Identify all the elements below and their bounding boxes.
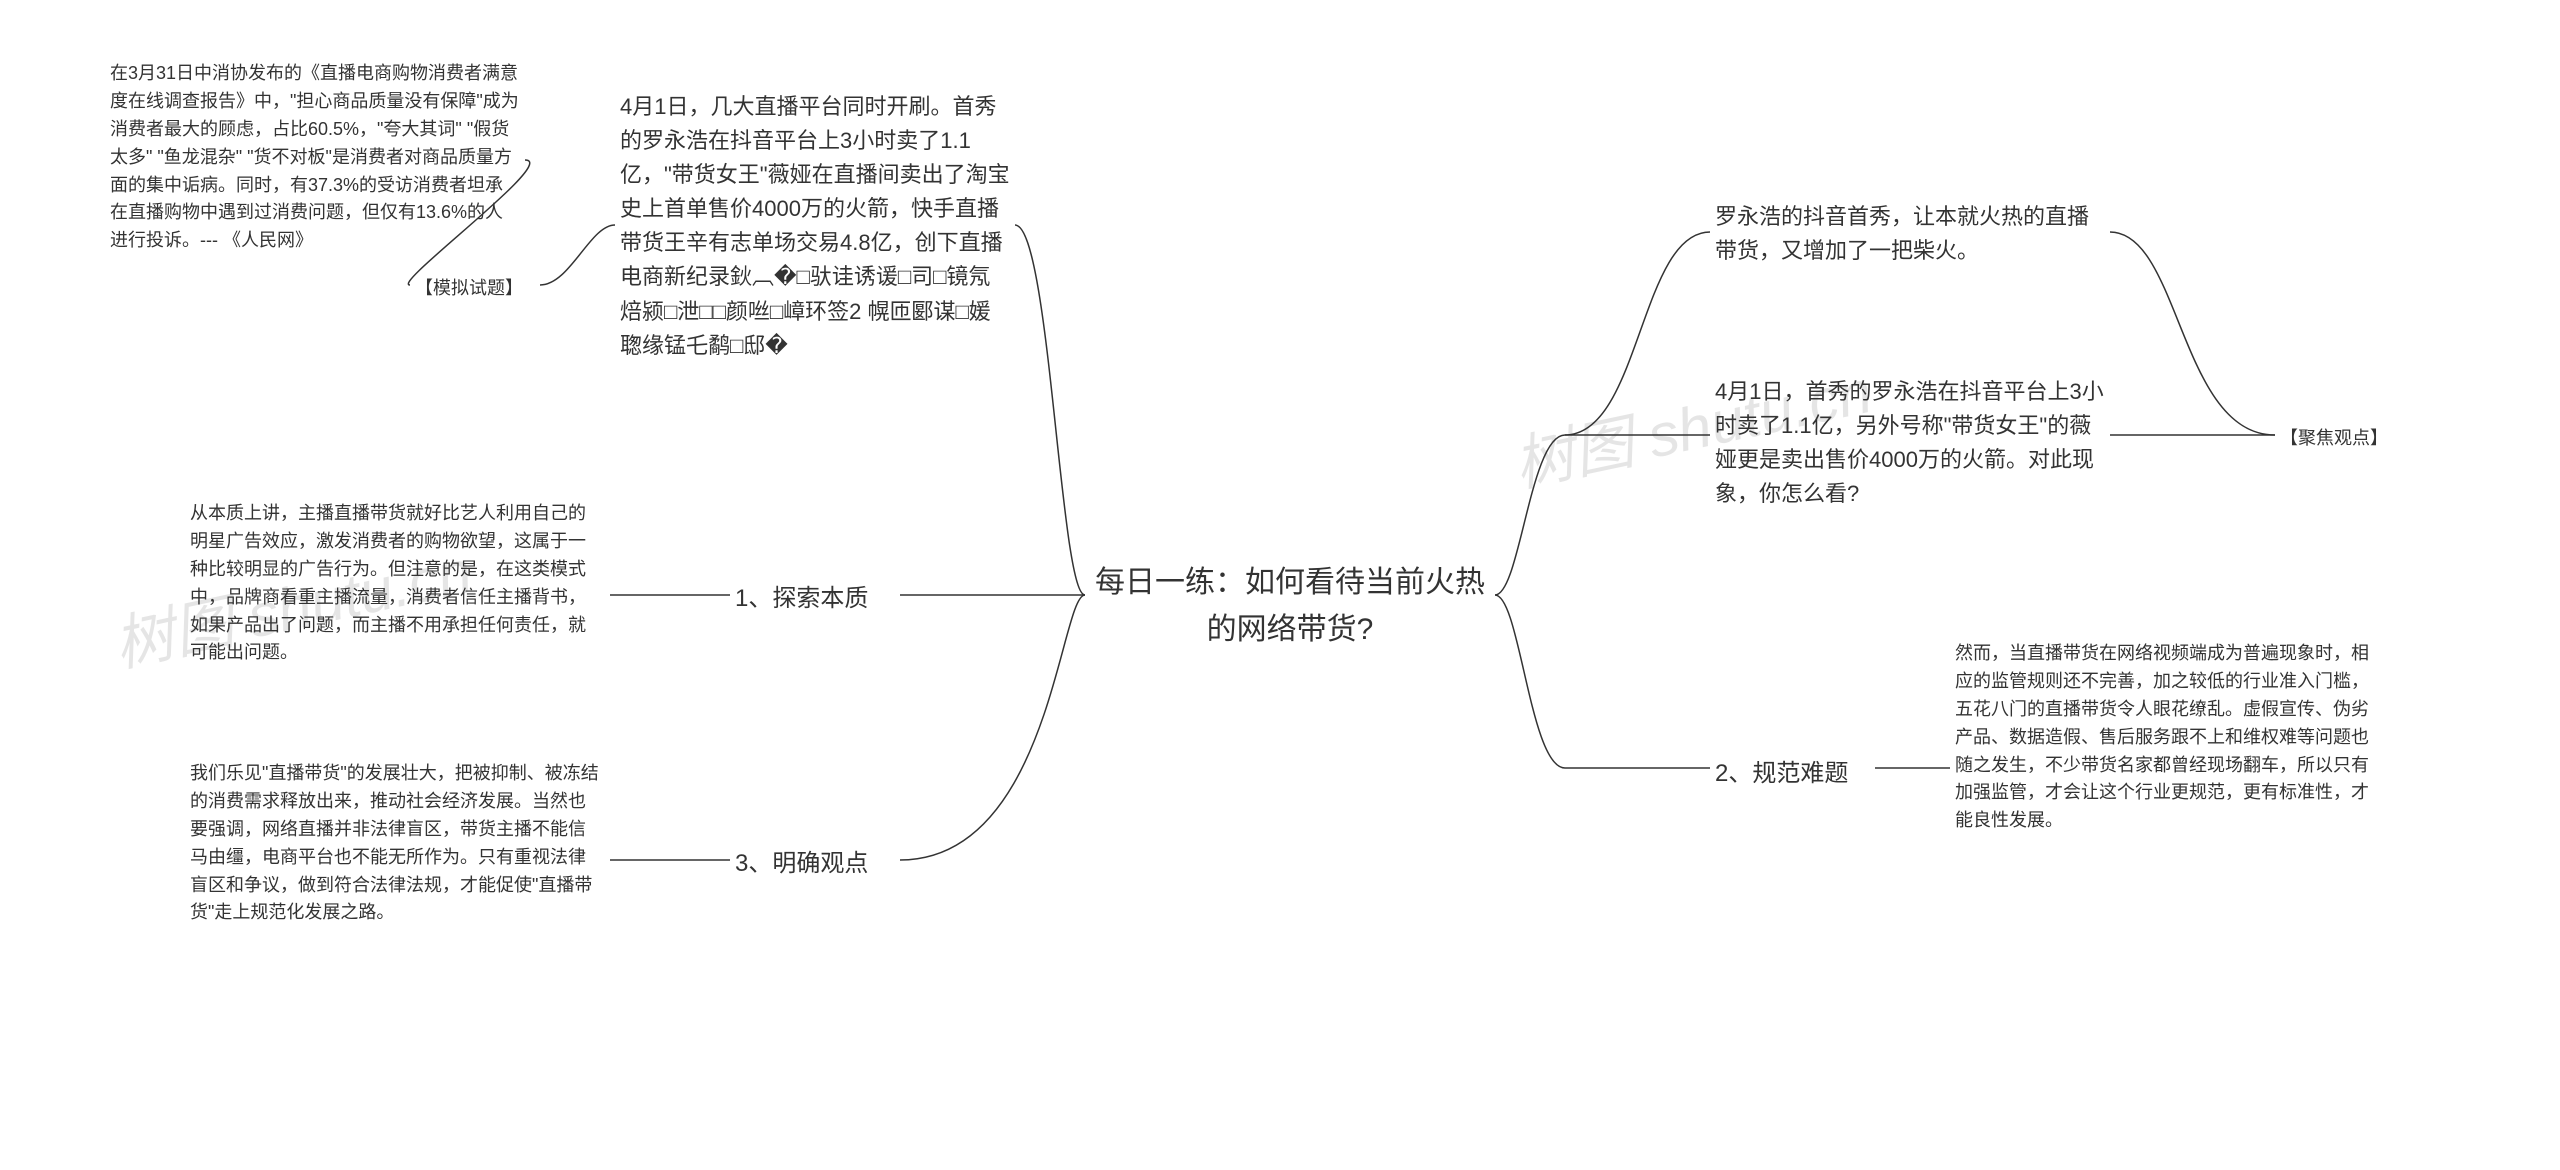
leaf-essence-detail: 从本质上讲，主播直播带货就好比艺人利用自己的明星广告效应，激发消费者的购物欲望，… — [190, 500, 600, 667]
mindmap-canvas: 树图 shutu.cn 树图 shutu.cn 每日一练：如何看待当前火热的网络… — [0, 0, 2560, 1170]
leaf-viewpoint-detail: 我们乐见"直播带货"的发展壮大，把被抑制、被冻结的消费需求释放出来，推动社会经济… — [190, 760, 600, 927]
leaf-mock-detail-2: 4月1日，几大直播平台同时开刷。首秀的罗永浩在抖音平台上3小时卖了1.1亿，"带… — [620, 90, 1010, 363]
leaf-focus-detail-1: 罗永浩的抖音首秀，让本就火热的直播带货，又增加了一把柴火。 — [1715, 200, 2105, 268]
branch-focus-label: 【聚焦观点】 — [2280, 425, 2388, 453]
central-topic: 每日一练：如何看待当前火热的网络带货? — [1090, 560, 1490, 653]
branch-essence-label: 1、探索本质 — [735, 580, 868, 617]
branch-regulation-label: 2、规范难题 — [1715, 755, 1848, 792]
branch-viewpoint-label: 3、明确观点 — [735, 845, 868, 882]
leaf-mock-detail-1: 在3月31日中消协发布的《直播电商购物消费者满意度在线调查报告》中，"担心商品质… — [110, 60, 520, 255]
central-topic-text: 每日一练：如何看待当前火热的网络带货? — [1095, 566, 1485, 646]
branch-mock-label: 【模拟试题】 — [415, 275, 523, 303]
leaf-focus-detail-2: 4月1日，首秀的罗永浩在抖音平台上3小时卖了1.1亿，另外号称"带货女王"的薇娅… — [1715, 375, 2105, 511]
leaf-regulation-detail: 然而，当直播带货在网络视频端成为普遍现象时，相应的监管规则还不完善，加之较低的行… — [1955, 640, 2375, 835]
